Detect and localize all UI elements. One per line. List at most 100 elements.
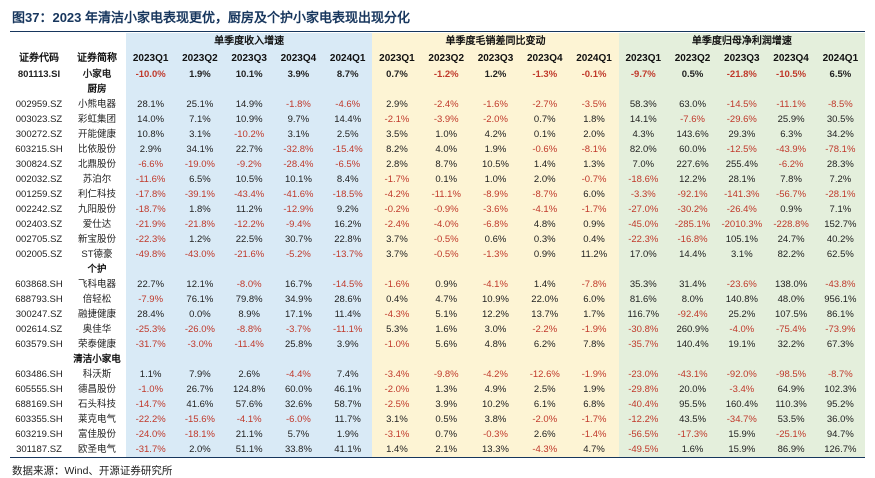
value-cell: -92.4% bbox=[667, 307, 718, 322]
section-row: 厨房 bbox=[10, 82, 865, 97]
value-cell: 0.5% bbox=[421, 412, 471, 427]
section-spacer bbox=[10, 82, 68, 97]
stock-name: 北鼎股份 bbox=[77, 159, 116, 170]
quarter-header: 2023Q4 bbox=[766, 50, 816, 67]
value-cell: 67.3% bbox=[815, 337, 865, 352]
value-cell: -43.8% bbox=[815, 277, 865, 292]
value-cell: 6.0% bbox=[569, 187, 619, 202]
empty-cell bbox=[667, 262, 718, 277]
value-cell: 34.9% bbox=[273, 292, 324, 307]
value-cell: -3.4% bbox=[717, 382, 767, 397]
value-cell: -4.6% bbox=[323, 97, 373, 112]
value-cell: -30.8% bbox=[618, 322, 668, 337]
value-cell: 60.0% bbox=[273, 382, 324, 397]
value-cell: 110.3% bbox=[766, 397, 816, 412]
value-cell: -4.1% bbox=[224, 412, 274, 427]
empty-cell bbox=[224, 82, 274, 97]
value-cell: 7.1% bbox=[175, 112, 225, 127]
value-cell: 8.2% bbox=[372, 142, 422, 157]
value-cell: -1.6% bbox=[372, 277, 422, 292]
value-cell: 1.0% bbox=[470, 172, 521, 187]
value-cell: -4.0% bbox=[717, 322, 767, 337]
section-spacer bbox=[10, 352, 68, 367]
value-cell: -6.0% bbox=[273, 412, 324, 427]
value-cell: 14.1% bbox=[618, 112, 668, 127]
value-cell: 30.5% bbox=[815, 112, 865, 127]
source-note: 数据来源：Wind、开源证券研究所 bbox=[12, 465, 173, 477]
empty-cell bbox=[717, 82, 767, 97]
empty-cell bbox=[126, 352, 176, 367]
value-cell: 2.0% bbox=[569, 127, 619, 142]
value-cell: 7.8% bbox=[766, 172, 816, 187]
value-cell: -31.7% bbox=[126, 337, 176, 352]
value-cell: -2010.3% bbox=[717, 217, 767, 232]
value-cell: -10.0% bbox=[126, 67, 176, 82]
value-cell: 64.9% bbox=[766, 382, 816, 397]
quarter-header: 2023Q1 bbox=[126, 50, 176, 67]
value-cell: 152.7% bbox=[815, 217, 865, 232]
value-cell: 43.5% bbox=[667, 412, 718, 427]
value-cell: 48.0% bbox=[766, 292, 816, 307]
value-cell: -0.3% bbox=[470, 427, 521, 442]
value-cell: -0.7% bbox=[569, 172, 619, 187]
value-cell: -9.4% bbox=[273, 217, 324, 232]
value-cell: -78.1% bbox=[815, 142, 865, 157]
section-label: 清洁小家电 bbox=[73, 354, 121, 365]
table-row: 002005.SZ ST德豪 -49.8% -43.0% -21.6% -5.2% -13.… bbox=[10, 247, 865, 262]
value-cell: 0.9% bbox=[520, 247, 570, 262]
value-cell: 11.2% bbox=[569, 247, 619, 262]
value-cell: -8.7% bbox=[815, 367, 865, 382]
value-cell: 14.9% bbox=[224, 97, 274, 112]
value-cell: -4.2% bbox=[470, 367, 521, 382]
value-cell: 956.1% bbox=[815, 292, 865, 307]
value-cell: -28.1% bbox=[815, 187, 865, 202]
value-cell: 22.8% bbox=[323, 232, 373, 247]
value-cell: 2.0% bbox=[520, 172, 570, 187]
value-cell: 10.9% bbox=[470, 292, 521, 307]
stock-code: 002959.SZ bbox=[15, 99, 63, 110]
value-cell: 6.2% bbox=[520, 337, 570, 352]
section-spacer bbox=[10, 262, 68, 277]
header-stock-code: 证券代码 bbox=[19, 53, 59, 64]
value-cell: 34.1% bbox=[175, 142, 225, 157]
value-cell: 140.8% bbox=[717, 292, 767, 307]
stock-code: 003023.SZ bbox=[15, 114, 63, 125]
empty-cell bbox=[421, 352, 471, 367]
value-cell: 40.2% bbox=[815, 232, 865, 247]
table-row: 002242.SZ 九阳股份 -18.7% 1.8% 11.2% -12.9% 9.2% -0… bbox=[10, 202, 865, 217]
value-cell: -5.2% bbox=[273, 247, 324, 262]
value-cell: -2.2% bbox=[520, 322, 570, 337]
value-cell: 26.7% bbox=[175, 382, 225, 397]
value-cell: -29.8% bbox=[618, 382, 668, 397]
value-cell: 16.7% bbox=[273, 277, 324, 292]
stock-name: 苏泊尔 bbox=[82, 174, 112, 185]
value-cell: -18.5% bbox=[323, 187, 373, 202]
value-cell: 4.7% bbox=[569, 442, 619, 457]
value-cell: 4.7% bbox=[421, 292, 471, 307]
value-cell: 5.3% bbox=[372, 322, 422, 337]
value-cell: 2.9% bbox=[126, 142, 176, 157]
value-cell: 82.2% bbox=[766, 247, 816, 262]
empty-cell bbox=[323, 352, 373, 367]
group-header-profit: 单季度归母净利润增速 bbox=[618, 33, 865, 50]
section-row: 个护 bbox=[10, 262, 865, 277]
value-cell: 0.7% bbox=[372, 67, 422, 82]
value-cell: -3.6% bbox=[470, 202, 521, 217]
value-cell: -21.9% bbox=[126, 217, 176, 232]
value-cell: -8.7% bbox=[520, 187, 570, 202]
value-cell: 53.5% bbox=[766, 412, 816, 427]
empty-cell bbox=[372, 352, 422, 367]
value-cell: -12.5% bbox=[717, 142, 767, 157]
value-cell: -26.0% bbox=[175, 322, 225, 337]
value-cell: 8.4% bbox=[323, 172, 373, 187]
value-cell: 260.9% bbox=[667, 322, 718, 337]
value-cell: 107.5% bbox=[766, 307, 816, 322]
table-row: 603579.SH 荣泰健康 -31.7% -3.0% -11.4% 25.8% 3.9% -… bbox=[10, 337, 865, 352]
figure-title: 图37：2023 年清洁小家电表现更优，厨房及个护小家电表现出现分化 bbox=[10, 4, 865, 32]
value-cell: 34.2% bbox=[815, 127, 865, 142]
value-cell: 4.3% bbox=[618, 127, 668, 142]
stock-name: 开能健康 bbox=[77, 129, 116, 140]
value-cell: -25.3% bbox=[126, 322, 176, 337]
stock-name: 德昌股份 bbox=[77, 384, 116, 395]
value-cell: -49.5% bbox=[618, 442, 668, 457]
